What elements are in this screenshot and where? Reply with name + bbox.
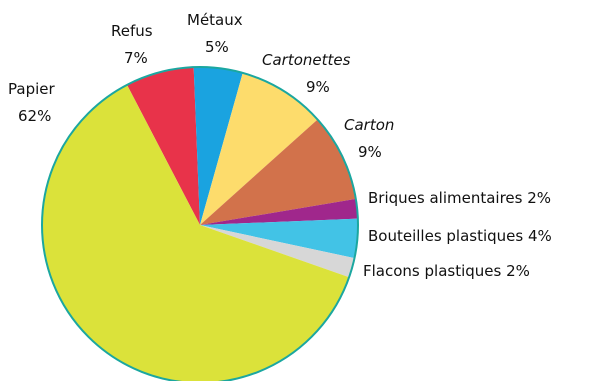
slice-carton bbox=[200, 119, 356, 225]
slice-refus bbox=[127, 67, 200, 225]
slice-m-taux bbox=[193, 67, 243, 225]
label-briques: Briques alimentaires 2% bbox=[368, 189, 551, 207]
pie-slices bbox=[41, 66, 359, 381]
label-metaux: Métaux bbox=[187, 11, 243, 29]
pie-outline bbox=[41, 66, 359, 381]
value-refus: 7% bbox=[124, 49, 148, 67]
value-metaux: 5% bbox=[205, 38, 229, 56]
value-papier: 62% bbox=[18, 107, 51, 125]
label-carton: Carton bbox=[344, 116, 394, 134]
slice-bouteilles-plastiques bbox=[200, 218, 358, 259]
slice-papier bbox=[42, 84, 350, 381]
label-papier: Papier bbox=[8, 80, 55, 98]
slice-briques-alimentaires bbox=[200, 198, 358, 225]
label-refus: Refus bbox=[111, 22, 153, 40]
label-flacons: Flacons plastiques 2% bbox=[363, 262, 530, 280]
label-cartonettes: Cartonettes bbox=[262, 51, 351, 69]
slice-flacons-plastiques bbox=[200, 225, 355, 278]
slice-cartonettes bbox=[200, 72, 318, 225]
value-cartonettes: 9% bbox=[306, 78, 330, 96]
label-bouteilles: Bouteilles plastiques 4% bbox=[368, 227, 552, 245]
value-carton: 9% bbox=[358, 143, 382, 161]
